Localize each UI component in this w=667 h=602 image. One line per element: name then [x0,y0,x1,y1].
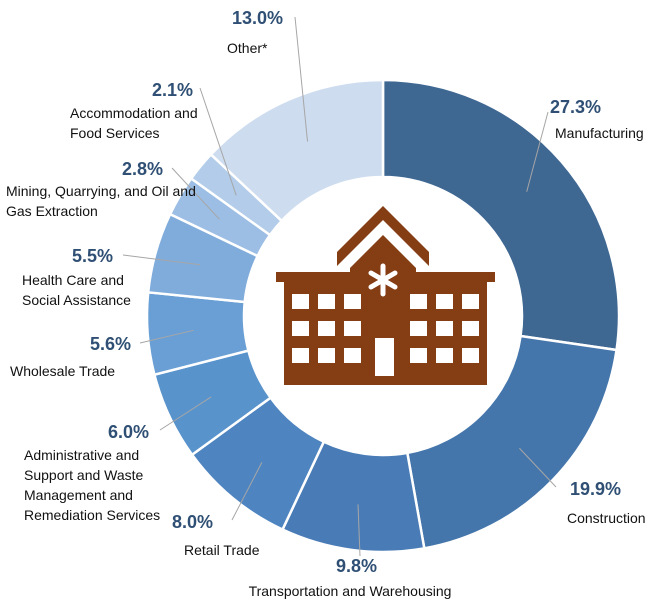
value-label: 13.0% [232,8,284,28]
leader-line [171,167,220,220]
category-label: Transportation and Warehousing [248,583,452,599]
category-label: Retail Trade [184,542,260,558]
donut-segment [209,78,385,223]
category-label: Construction [567,510,646,526]
leader-line [519,447,557,488]
leader-lines [122,16,557,557]
value-label: 8.0% [172,512,214,532]
donut [145,78,621,554]
value-label: 5.5% [72,246,114,266]
leader-line [122,254,201,266]
leader-line [159,396,212,431]
leader-line [231,462,263,521]
leader-line [199,87,237,196]
leader-line [357,504,361,557]
category-label: Other* [227,40,268,56]
category-label: Health Care and Social Assistance [22,272,131,308]
category-label: Accommodation and Food Services [70,105,198,141]
donut-segment [381,78,621,352]
value-label: 9.8% [336,556,378,576]
donut-segment [405,334,618,550]
category-label: Mining, Quarrying, and Oil and Gas Extra… [6,183,196,219]
value-label: 5.6% [90,334,132,354]
building-icon [276,206,495,385]
value-label: 2.1% [152,80,194,100]
value-label: 2.8% [122,159,164,179]
value-label: 27.3% [550,97,602,117]
leader-line [526,111,549,192]
leader-line [294,16,309,142]
category-label: Wholesale Trade [10,363,116,379]
value-label: 6.0% [108,422,150,442]
category-label: Administrative and Support and Waste Man… [24,447,161,523]
value-label: 19.9% [570,479,622,499]
leader-line [139,329,194,344]
category-label: Manufacturing [555,125,644,141]
